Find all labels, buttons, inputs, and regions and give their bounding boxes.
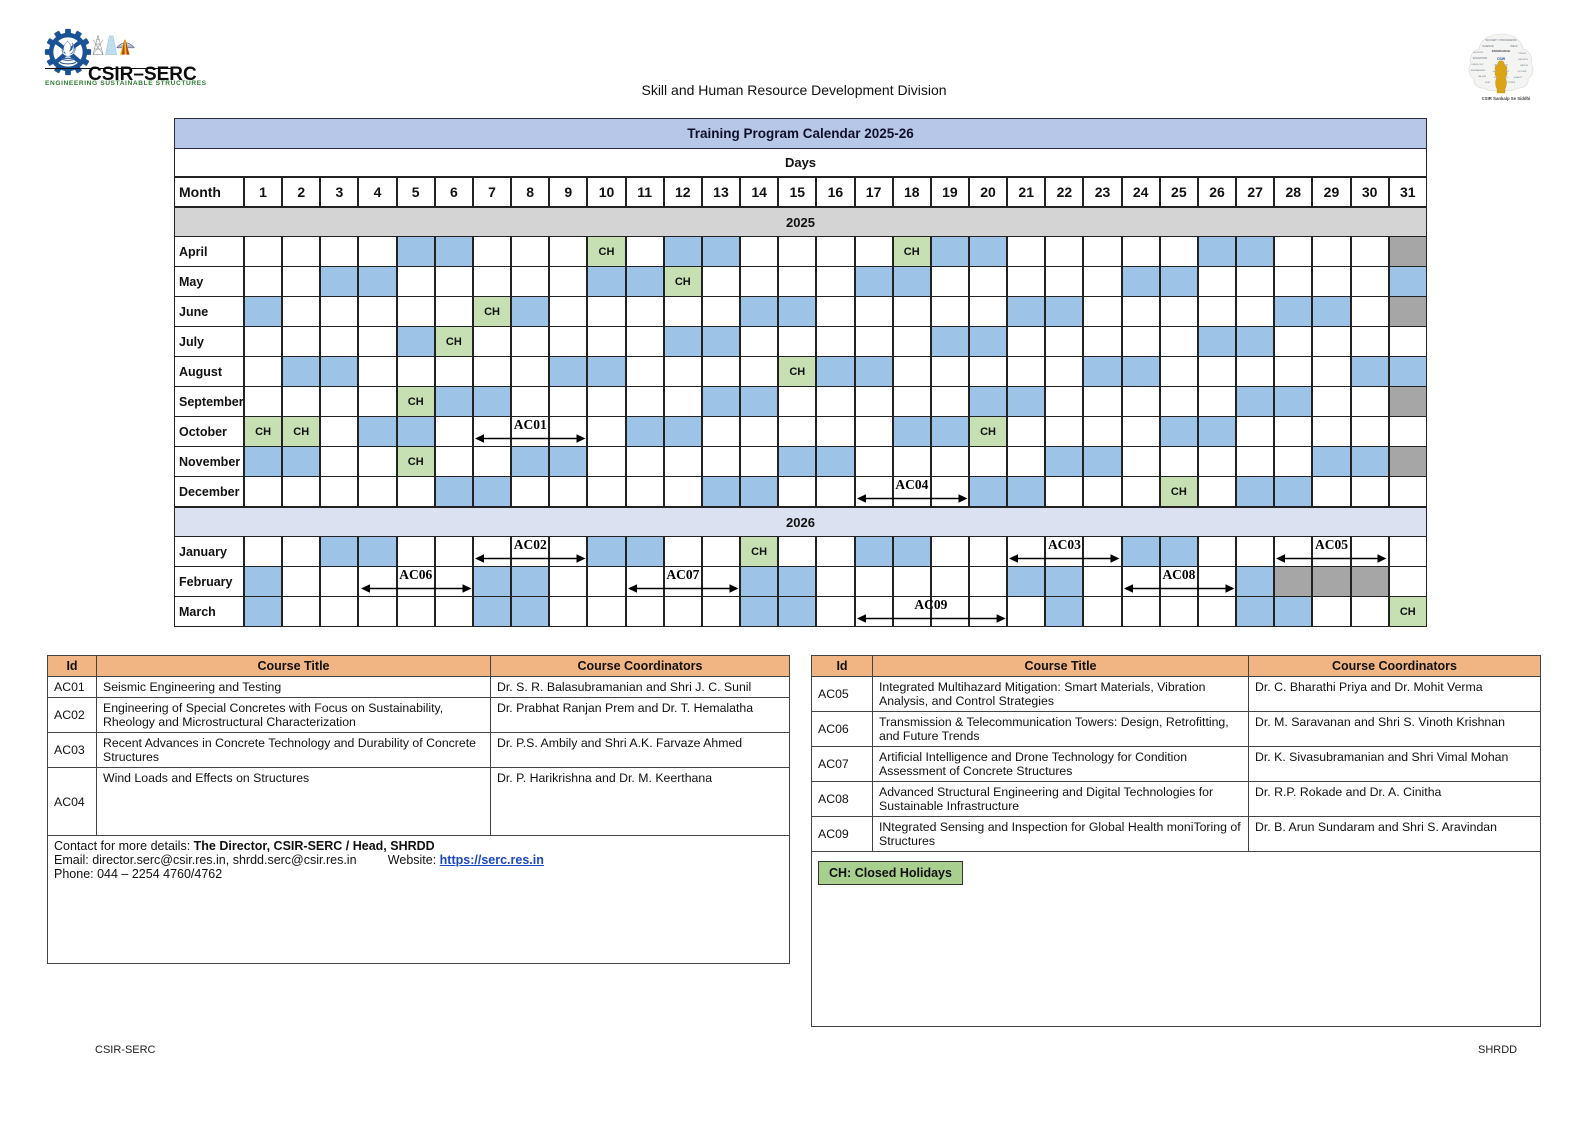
svg-text:INNOVATION: INNOVATION	[1473, 57, 1488, 60]
svg-text:CSIR: CSIR	[1497, 57, 1506, 61]
svg-text:SKILL: SKILL	[1485, 82, 1492, 84]
svg-text:SCIENCE: SCIENCE	[1482, 44, 1494, 48]
svg-text:VALUES: VALUES	[1478, 75, 1487, 78]
svg-text:ENGINEERING: ENGINEERING	[1471, 70, 1486, 72]
svg-text:SOCIETY PROGRESS: SOCIETY PROGRESS	[1486, 38, 1517, 42]
svg-text:NATION: NATION	[1520, 64, 1528, 67]
svg-text:KNOWLEDGE: KNOWLEDGE	[1492, 49, 1511, 53]
svg-text:GROWTH: GROWTH	[1518, 59, 1528, 61]
svg-text:INDUSTRY: INDUSTRY	[1472, 52, 1484, 54]
svg-text:IDEAS: IDEAS	[1510, 45, 1518, 48]
svg-text:VISION: VISION	[1518, 53, 1526, 55]
svg-text:FUTURE: FUTURE	[1518, 71, 1527, 73]
svg-text:QUALITY: QUALITY	[1514, 76, 1524, 79]
